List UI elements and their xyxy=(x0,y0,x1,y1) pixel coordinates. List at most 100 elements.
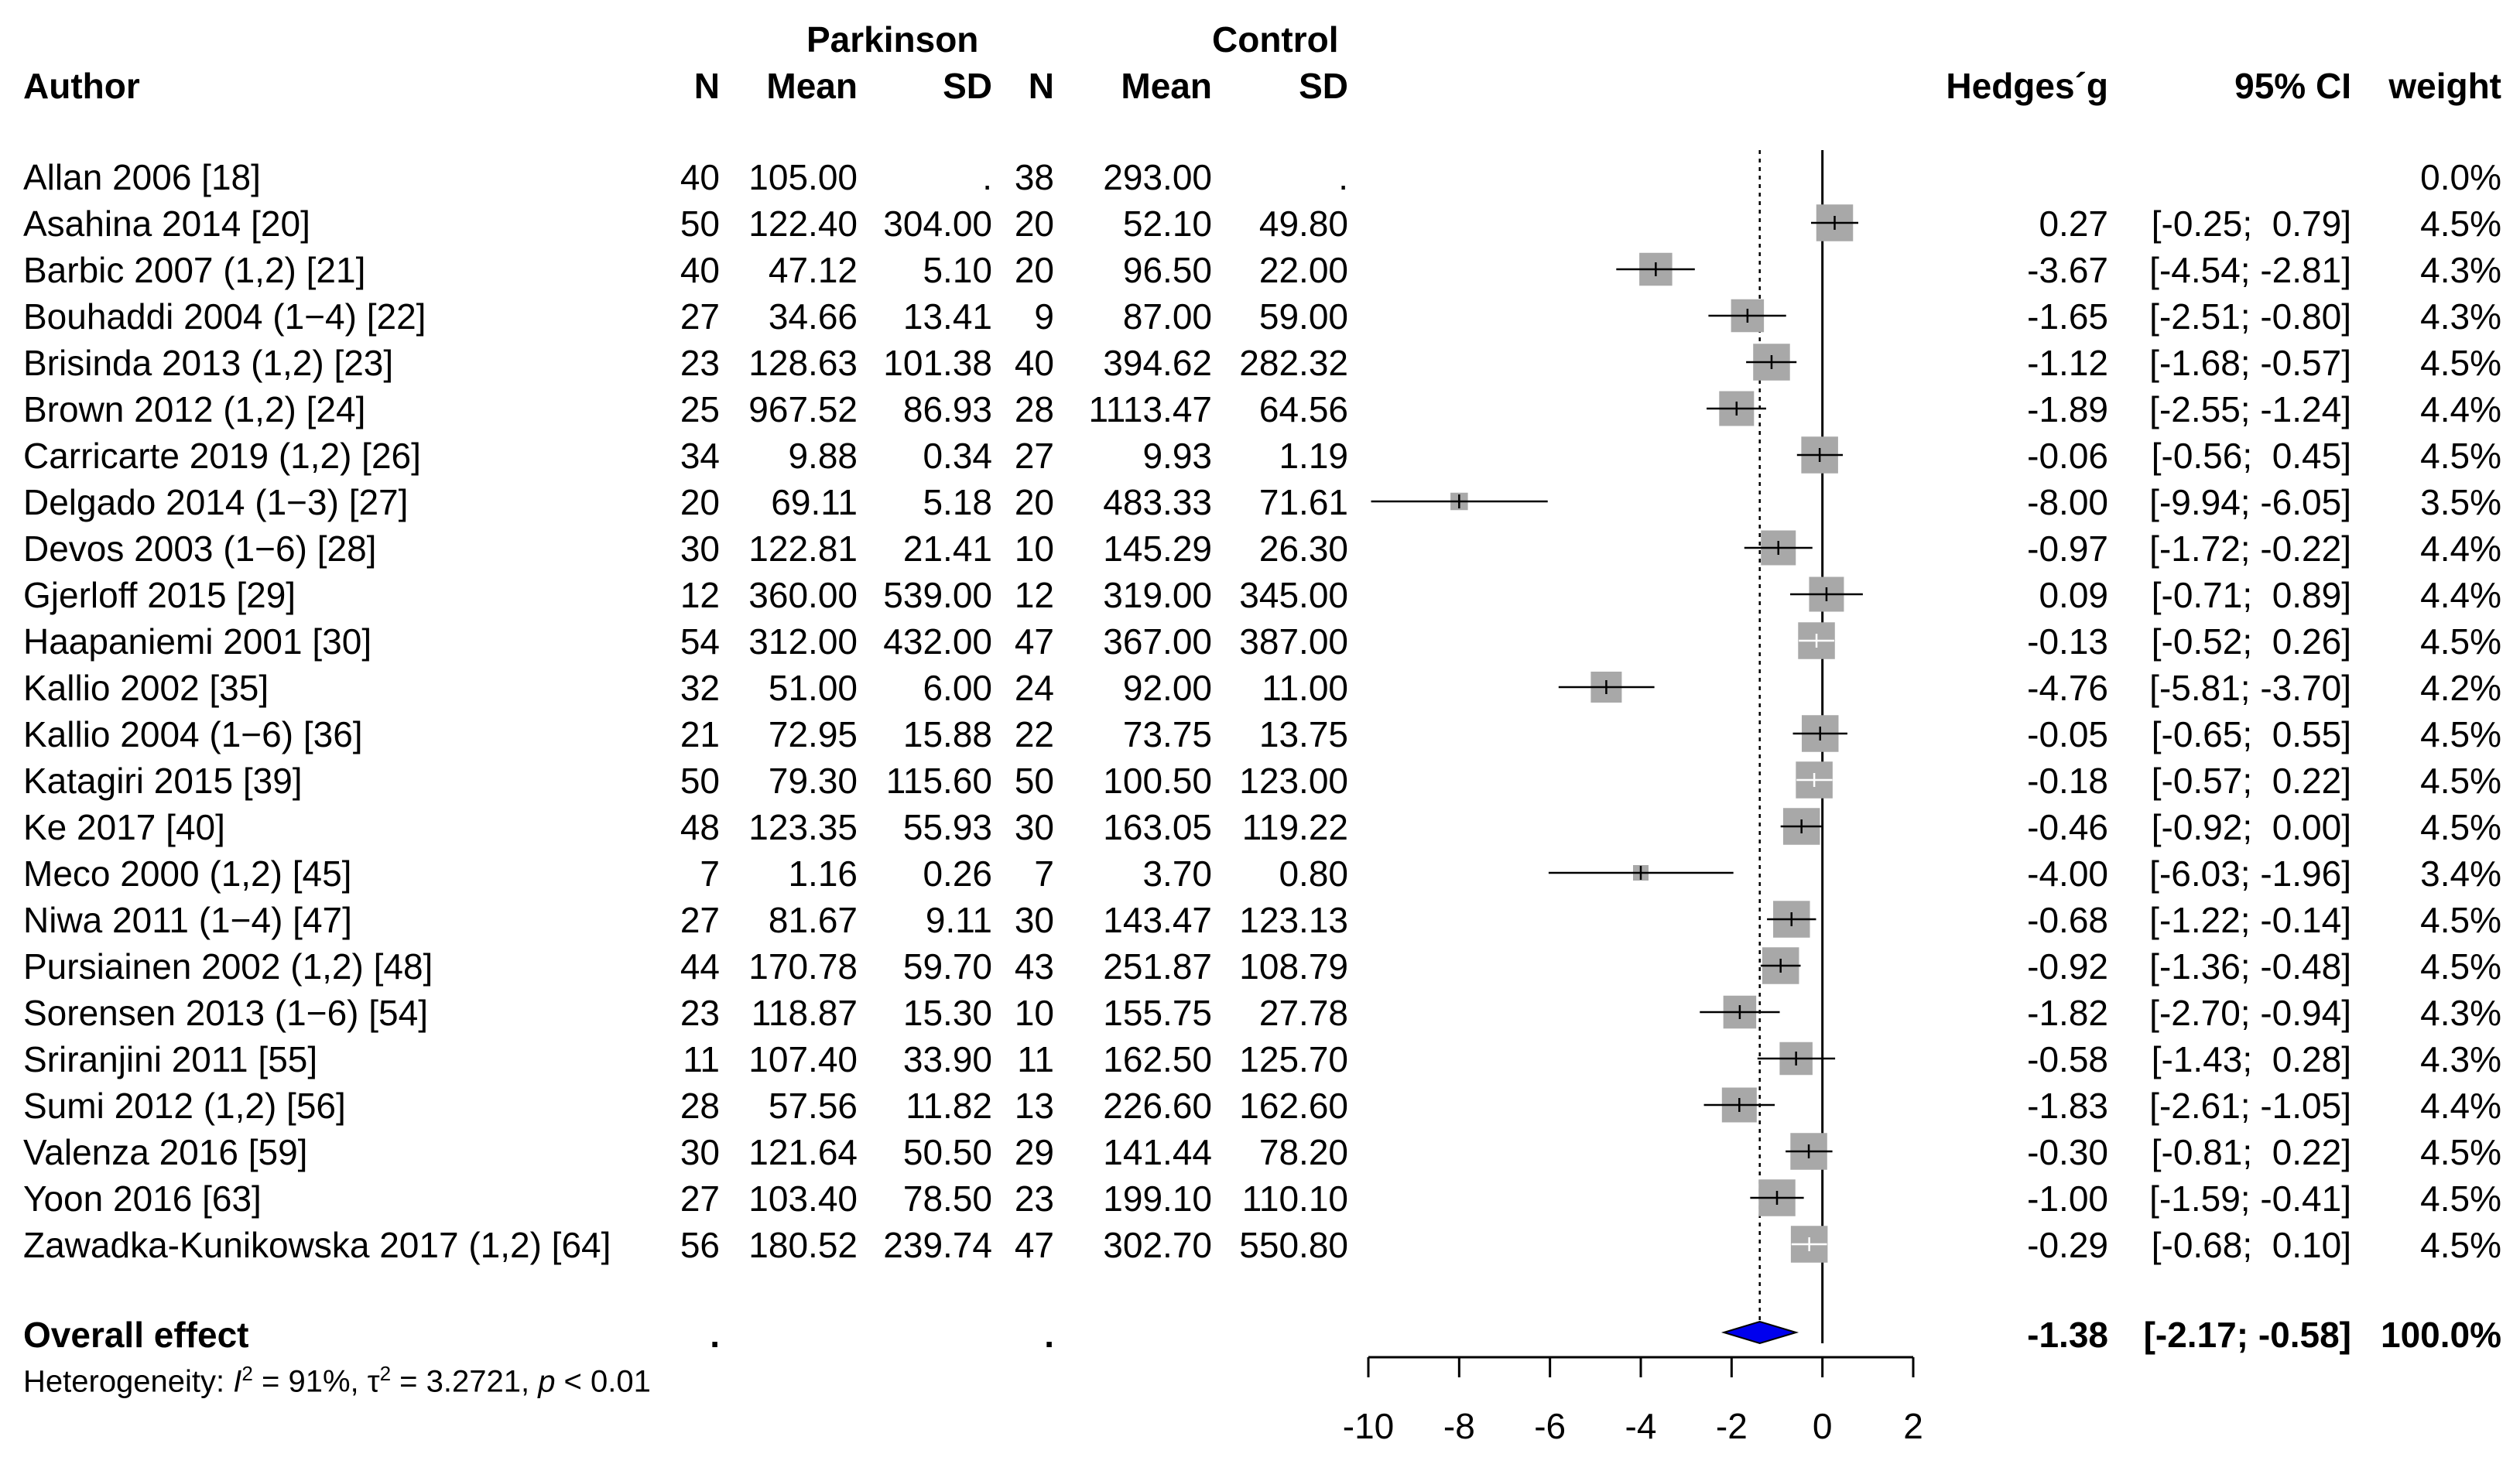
study-sd2: 108.79 xyxy=(1239,946,1348,987)
study-author: Kallio 2002 [35] xyxy=(23,668,269,708)
study-ci: [-1.36; -0.48] xyxy=(2149,946,2351,987)
study-mean1: 47.12 xyxy=(768,250,858,290)
study-weight: 4.5% xyxy=(2420,1132,2501,1172)
study-hedges-g: -0.30 xyxy=(2027,1132,2108,1172)
study-weight: 4.5% xyxy=(2420,343,2501,383)
study-mean2: 87.00 xyxy=(1122,296,1212,337)
study-n2: 20 xyxy=(1014,482,1054,522)
study-weight: 0.0% xyxy=(2420,157,2501,197)
study-n1: 54 xyxy=(680,621,720,662)
study-hedges-g: -1.12 xyxy=(2027,343,2108,383)
group-header-control: Control xyxy=(1212,19,1339,60)
study-mean2: 145.29 xyxy=(1103,528,1212,569)
study-n2: 50 xyxy=(1014,761,1054,801)
study-ci: [-0.71; 0.89] xyxy=(2151,575,2351,615)
study-author: Meco 2000 (1,2) [45] xyxy=(23,853,352,894)
study-hedges-g: -0.68 xyxy=(2027,900,2108,940)
study-sd1: 0.34 xyxy=(923,436,992,476)
study-n1: 50 xyxy=(680,204,720,244)
study-mean2: 163.05 xyxy=(1103,807,1212,847)
study-mean2: 162.50 xyxy=(1103,1039,1212,1079)
study-sd1: 432.00 xyxy=(883,621,992,662)
study-sd2: 162.60 xyxy=(1239,1086,1348,1126)
study-author: Brisinda 2013 (1,2) [23] xyxy=(23,343,394,383)
study-weight: 4.5% xyxy=(2420,807,2501,847)
i2-symbol: I xyxy=(233,1364,242,1399)
study-mean2: 52.10 xyxy=(1122,204,1212,244)
study-hedges-g: -0.13 xyxy=(2027,621,2108,662)
study-hedges-g: -0.97 xyxy=(2027,528,2108,569)
x-axis-tick-label: 0 xyxy=(1812,1406,1833,1446)
study-weight: 4.3% xyxy=(2420,250,2501,290)
study-n1: 48 xyxy=(680,807,720,847)
study-n2: 30 xyxy=(1014,807,1054,847)
study-n2: 20 xyxy=(1014,204,1054,244)
study-hedges-g: 0.27 xyxy=(2039,204,2108,244)
study-sd1: 21.41 xyxy=(902,528,992,569)
study-n1: 7 xyxy=(700,853,720,894)
study-ci: [-2.61; -1.05] xyxy=(2149,1086,2351,1126)
study-ci: [-0.65; 0.55] xyxy=(2151,714,2351,754)
study-hedges-g: -1.83 xyxy=(2027,1086,2108,1126)
study-n2: 22 xyxy=(1014,714,1054,754)
x-axis-tick-label: -4 xyxy=(1625,1406,1657,1446)
study-sd2: 550.80 xyxy=(1239,1225,1348,1265)
x-axis-tick-label: -8 xyxy=(1443,1406,1475,1446)
study-n2: 10 xyxy=(1014,993,1054,1033)
col-header-n1: N xyxy=(693,66,720,106)
x-axis-tick-label: 2 xyxy=(1903,1406,1923,1446)
study-sd2: 387.00 xyxy=(1239,621,1348,662)
study-n2: 23 xyxy=(1014,1178,1054,1219)
study-sd2: 71.61 xyxy=(1258,482,1348,522)
study-n1: 20 xyxy=(680,482,720,522)
overall-label: Overall effect xyxy=(23,1315,249,1355)
study-weight: 4.4% xyxy=(2420,1086,2501,1126)
study-weight: 4.4% xyxy=(2420,575,2501,615)
tau-value: = 3.2721, xyxy=(391,1364,539,1399)
study-ci: [-4.54; -2.81] xyxy=(2149,250,2351,290)
overall-n1: . xyxy=(710,1315,720,1355)
study-n2: 20 xyxy=(1014,250,1054,290)
col-header-sd1: SD xyxy=(943,66,992,106)
study-sd2: 11.00 xyxy=(1262,668,1348,708)
study-sd2: 78.20 xyxy=(1258,1132,1348,1172)
x-axis-tick-label: -10 xyxy=(1342,1406,1395,1446)
study-sd1: 13.41 xyxy=(902,296,992,337)
study-hedges-g: -1.89 xyxy=(2027,389,2108,429)
i2-superscript: 2 xyxy=(241,1362,253,1385)
study-mean2: 293.00 xyxy=(1103,157,1212,197)
study-n2: 27 xyxy=(1014,436,1054,476)
study-sd1: 15.88 xyxy=(902,714,992,754)
i2-value: = 91%, xyxy=(252,1364,368,1399)
study-ci: [-2.55; -1.24] xyxy=(2149,389,2351,429)
study-mean1: 69.11 xyxy=(771,482,858,522)
study-n2: 38 xyxy=(1014,157,1054,197)
study-sd1: 59.70 xyxy=(902,946,992,987)
study-sd2: . xyxy=(1338,157,1348,197)
study-n1: 50 xyxy=(680,761,720,801)
study-sd1: 239.74 xyxy=(883,1225,992,1265)
col-header-author: Author xyxy=(23,66,140,106)
study-weight: 4.2% xyxy=(2420,668,2501,708)
col-header-hedges-g: Hedges´g xyxy=(1946,66,2108,106)
study-author: Ke 2017 [40] xyxy=(23,807,225,847)
study-hedges-g: -4.76 xyxy=(2027,668,2108,708)
study-mean2: 319.00 xyxy=(1103,575,1212,615)
study-mean2: 1113.47 xyxy=(1088,389,1212,429)
study-mean2: 143.47 xyxy=(1103,900,1212,940)
study-weight: 4.5% xyxy=(2420,436,2501,476)
study-n1: 27 xyxy=(680,296,720,337)
study-author: Haapaniemi 2001 [30] xyxy=(23,621,372,662)
study-mean2: 302.70 xyxy=(1103,1225,1212,1265)
study-sd2: 123.00 xyxy=(1239,761,1348,801)
study-mean2: 367.00 xyxy=(1103,621,1212,662)
study-author: Brown 2012 (1,2) [24] xyxy=(23,389,366,429)
study-n2: 43 xyxy=(1014,946,1054,987)
p-symbol: p xyxy=(538,1364,556,1399)
study-mean2: 483.33 xyxy=(1103,482,1212,522)
study-n2: 28 xyxy=(1014,389,1054,429)
overall-ci: [-2.17; -0.58] xyxy=(2143,1315,2351,1355)
study-n1: 30 xyxy=(680,528,720,569)
col-header-mean2: Mean xyxy=(1121,66,1212,106)
